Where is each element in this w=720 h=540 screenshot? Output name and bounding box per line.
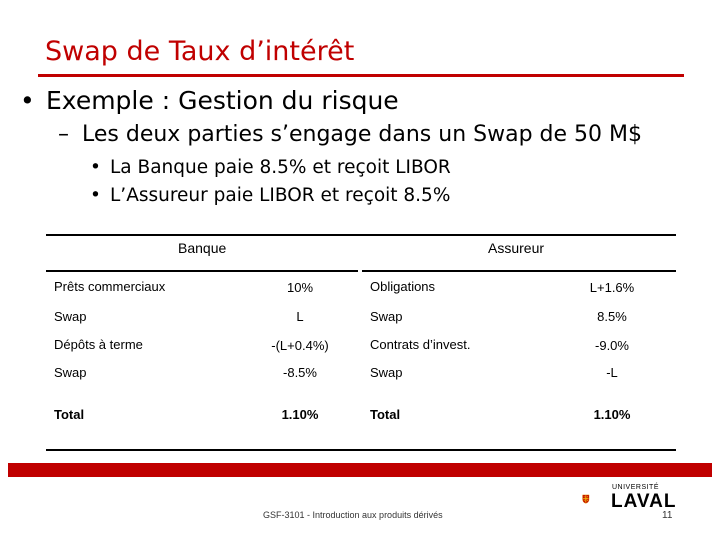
bullet-text: La Banque paie 8.5% et reçoit LIBOR [110, 157, 451, 178]
slide-title: Swap de Taux d’intérêt [45, 36, 355, 67]
right-label: Obligations [370, 279, 436, 294]
right-value: L+1.6% [589, 280, 635, 295]
header-banque: Banque [178, 240, 227, 256]
left-label: Prêts commerciaux [54, 279, 166, 294]
left-value: 10% [286, 280, 314, 295]
header-rule-right [362, 270, 676, 272]
right-value: -9.0% [595, 338, 629, 353]
left-label: Total [54, 407, 85, 422]
right-value: 1.10% [593, 407, 631, 422]
footer-bar [8, 463, 712, 477]
header-rule-left [46, 270, 358, 272]
title-underline [38, 74, 684, 77]
bullet-level-1: • Exemple : Gestion du risque [20, 86, 399, 116]
bullet-text: Les deux parties s’engage dans un Swap d… [82, 122, 642, 147]
right-label: Contrats d’invest. [370, 337, 471, 352]
page-number: 11 [662, 510, 673, 521]
right-value: -L [606, 365, 618, 380]
bullet-level-2: – Les deux parties s’engage dans un Swap … [58, 122, 642, 148]
left-value: 1.10% [281, 407, 319, 422]
bullet-text: L’Assureur paie LIBOR et reçoit 8.5% [110, 185, 451, 206]
left-value: -(L+0.4%) [271, 338, 329, 353]
left-label: Swap [54, 309, 87, 324]
bullet-dot-icon: • [90, 157, 101, 178]
table-bottom-rule [46, 449, 676, 451]
logo-text-main: LAVAL [611, 491, 677, 512]
sub-bullet: • La Banque paie 8.5% et reçoit LIBOR [90, 157, 451, 179]
university-crest-icon [582, 494, 590, 504]
footer-course: GSF-3101 - Introduction aux produits dér… [263, 510, 443, 520]
table-top-rule [46, 234, 676, 236]
left-value: -8.5% [283, 365, 317, 380]
bullet-dot-icon: • [20, 86, 35, 115]
bullet-dot-icon: • [90, 185, 101, 206]
header-assureur: Assureur [488, 240, 545, 256]
left-label: Swap [54, 365, 87, 380]
left-label: Dépôts à terme [54, 337, 143, 352]
left-value: L [296, 309, 304, 324]
right-label: Swap [370, 309, 403, 324]
sub-bullet: • L’Assureur paie LIBOR et reçoit 8.5% [90, 185, 450, 207]
bullet-text: Exemple : Gestion du risque [46, 86, 399, 115]
right-value: 8.5% [597, 309, 627, 324]
logo-text-top: UNIVERSITÉ [612, 484, 660, 491]
right-label: Total [370, 407, 401, 422]
dash-icon: – [58, 122, 69, 147]
right-label: Swap [370, 365, 403, 380]
